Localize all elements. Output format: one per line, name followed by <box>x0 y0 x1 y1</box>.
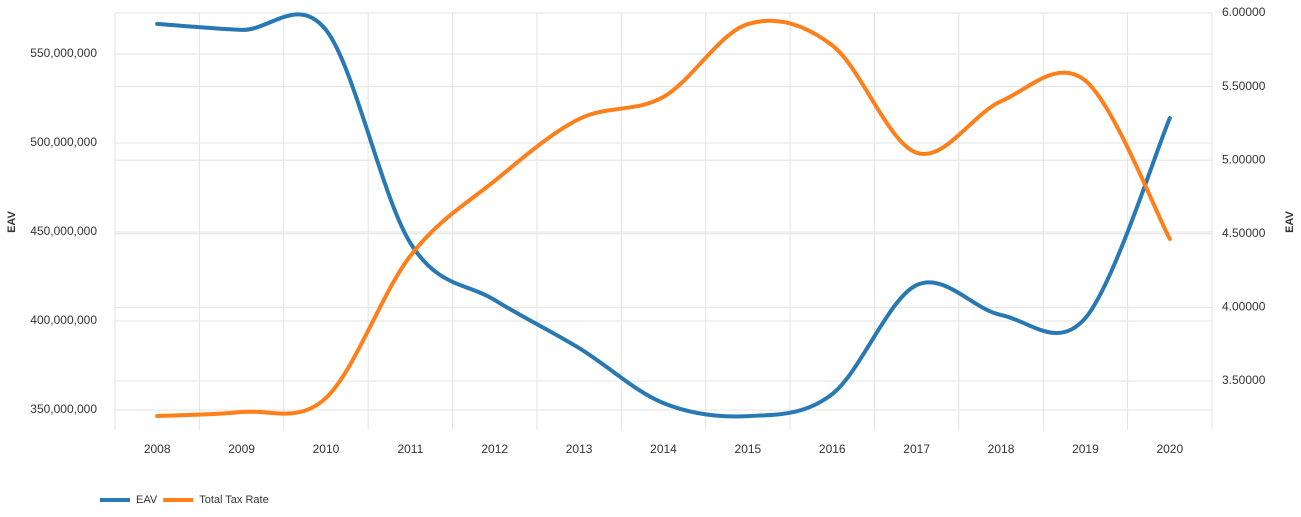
x-tick-label: 2017 <box>903 442 930 456</box>
x-tick-label: 2012 <box>481 442 508 456</box>
line-series <box>155 12 1172 419</box>
x-tick-label: 2019 <box>1072 442 1099 456</box>
x-tick-label: 2014 <box>650 442 677 456</box>
y-tick-label: 400,000,000 <box>30 313 97 327</box>
y2-tick-label: 5.00000 <box>1222 152 1266 166</box>
x-tick-label: 2008 <box>144 442 171 456</box>
x-tick-label: 2020 <box>1156 442 1183 456</box>
y2-tick-label: 4.50000 <box>1222 226 1266 240</box>
y-axis-title: EAV <box>6 210 18 232</box>
x-tick-label: 2016 <box>819 442 846 456</box>
y2-axis-title: EAV <box>1284 210 1296 232</box>
x-tick-label: 2009 <box>228 442 255 456</box>
y2-tick-label: 5.50000 <box>1222 79 1266 93</box>
legend-label: Total Tax Rate <box>199 494 269 506</box>
y-tick-label: 500,000,000 <box>30 135 97 149</box>
line-series <box>155 18 1172 419</box>
x-tick-label: 2015 <box>735 442 762 456</box>
x-tick-label: 2011 <box>397 442 423 456</box>
y2-tick-label: 4.00000 <box>1222 300 1266 314</box>
y-tick-label: 350,000,000 <box>30 402 97 416</box>
x-tick-label: 2018 <box>988 442 1015 456</box>
y-tick-label: 550,000,000 <box>30 46 97 60</box>
x-tick-label: 2013 <box>566 442 593 456</box>
legend-label: EAV <box>136 494 158 506</box>
y-tick-label: 450,000,000 <box>30 224 97 238</box>
y2-tick-label: 3.50000 <box>1222 373 1266 387</box>
x-tick-label: 2010 <box>313 442 340 456</box>
y2-tick-label: 6.00000 <box>1222 5 1266 19</box>
